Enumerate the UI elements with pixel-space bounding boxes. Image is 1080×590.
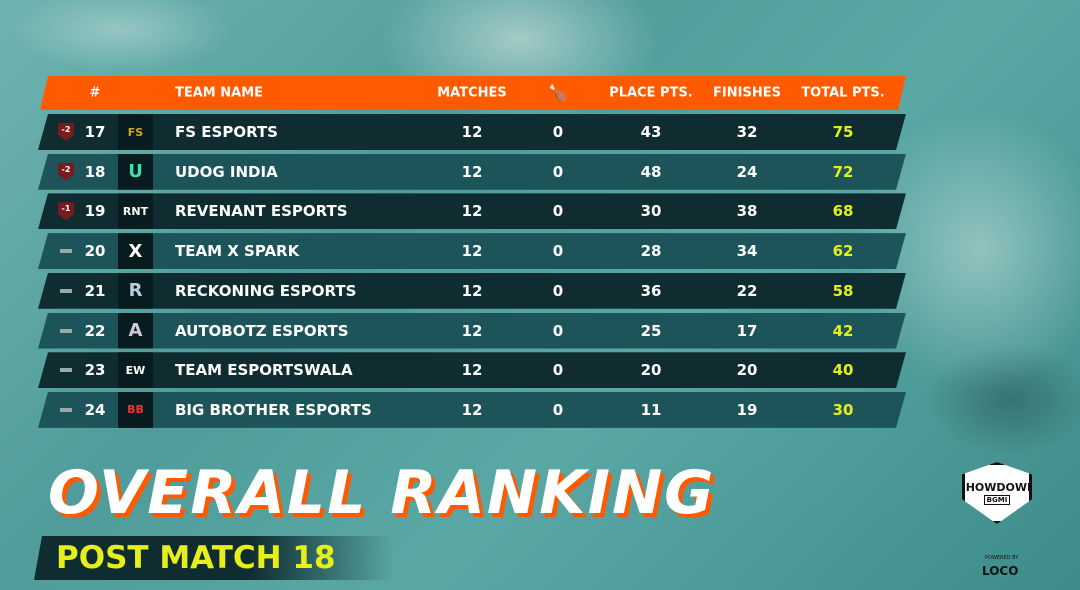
- finishes: 24: [736, 162, 758, 181]
- wins: 0: [552, 123, 564, 141]
- header-rank: #: [89, 85, 101, 101]
- finishes: 17: [736, 321, 758, 340]
- team-logo: FS: [118, 114, 153, 150]
- matches: 12: [461, 281, 483, 300]
- place-pts: 36: [640, 281, 662, 300]
- total-pts: 42: [832, 321, 854, 340]
- finishes: 32: [736, 123, 758, 141]
- table-row: -1 19 RNT REVENANT ESPORTS 12 0 30 38 68: [38, 193, 906, 229]
- loco-logo: LOCO: [982, 564, 1019, 578]
- matches: 12: [461, 321, 483, 340]
- wins: 0: [552, 400, 564, 419]
- header-team: TEAM NAME: [175, 85, 264, 101]
- table-header: # TEAM NAME MATCHES 🍗 PLACE PTS. FINISHE…: [40, 76, 906, 110]
- rank: 19: [84, 202, 106, 221]
- team-name: FS ESPORTS: [175, 123, 278, 141]
- no-change-icon: [60, 368, 72, 372]
- page-title: OVERALL RANKING: [48, 458, 716, 528]
- rank-change-badge: -2: [58, 123, 74, 141]
- total-pts: 30: [832, 400, 854, 419]
- no-change-icon: [60, 329, 72, 333]
- place-pts: 43: [640, 123, 662, 141]
- table-row: 24 BB BIG BROTHER ESPORTS 12 0 11 19 30: [38, 392, 906, 428]
- rank: 24: [84, 400, 106, 419]
- place-pts: 11: [640, 400, 662, 419]
- table-row: 22 A AUTOBOTZ ESPORTS 12 0 25 17 42: [38, 313, 906, 349]
- team-name: TEAM ESPORTSWALA: [175, 361, 353, 380]
- subtitle-band: [34, 536, 394, 580]
- total-pts: 40: [832, 361, 854, 380]
- matches: 12: [461, 361, 483, 380]
- team-name: AUTOBOTZ ESPORTS: [175, 321, 349, 340]
- wins: 0: [552, 202, 564, 221]
- finishes: 34: [736, 242, 758, 261]
- table-row: 20 X TEAM X SPARK 12 0 28 34 62: [38, 233, 906, 269]
- rank: 21: [84, 281, 106, 300]
- showdown-event-name: SHOWDOWN: [957, 480, 1037, 494]
- chicken-dinner-icon: 🍗: [548, 83, 568, 103]
- team-logo: R: [118, 273, 153, 309]
- total-pts: 68: [832, 202, 854, 221]
- team-logo: A: [118, 313, 153, 349]
- team-name: TEAM X SPARK: [175, 242, 300, 261]
- bgmi-game-label: BGMI: [983, 494, 1011, 505]
- rank: 17: [84, 123, 106, 141]
- total-pts: 72: [832, 162, 854, 181]
- wins: 0: [552, 361, 564, 380]
- team-logo: U: [118, 154, 153, 190]
- rank: 18: [84, 162, 106, 181]
- rank: 23: [84, 361, 106, 380]
- header-matches: MATCHES: [437, 85, 507, 101]
- no-change-icon: [60, 408, 72, 412]
- place-pts: 20: [640, 361, 662, 380]
- total-pts: 62: [832, 242, 854, 261]
- matches: 12: [461, 123, 483, 141]
- wins: 0: [552, 321, 564, 340]
- rank-change-badge: -1: [58, 202, 74, 220]
- team-name: UDOG INDIA: [175, 162, 278, 181]
- place-pts: 28: [640, 242, 662, 261]
- team-name: RECKONING ESPORTS: [175, 281, 357, 300]
- total-pts: 58: [832, 281, 854, 300]
- team-name: REVENANT ESPORTS: [175, 202, 348, 221]
- header-finishes: FINISHES: [713, 85, 781, 101]
- team-logo: RNT: [118, 193, 153, 229]
- team-name: BIG BROTHER ESPORTS: [175, 400, 372, 419]
- page-subtitle: POST MATCH 18: [56, 540, 336, 576]
- wins: 0: [552, 242, 564, 261]
- place-pts: 48: [640, 162, 662, 181]
- wins: 0: [552, 162, 564, 181]
- wins: 0: [552, 281, 564, 300]
- finishes: 38: [736, 202, 758, 221]
- header-total: TOTAL PTS.: [801, 85, 885, 101]
- table-row: -2 17 FS FS ESPORTS 12 0 43 32 75: [38, 114, 906, 150]
- finishes: 22: [736, 281, 758, 300]
- matches: 12: [461, 162, 483, 181]
- table-row: 23 EW TEAM ESPORTSWALA 12 0 20 20 40: [38, 352, 906, 388]
- team-logo: EW: [118, 352, 153, 388]
- team-logo: BB: [118, 392, 153, 428]
- matches: 12: [461, 242, 483, 261]
- powered-by-label: POWERED BY: [985, 555, 1019, 561]
- total-pts: 75: [832, 123, 854, 141]
- finishes: 20: [736, 361, 758, 380]
- place-pts: 30: [640, 202, 662, 221]
- matches: 12: [461, 400, 483, 419]
- table-row: 21 R RECKONING ESPORTS 12 0 36 22 58: [38, 273, 906, 309]
- place-pts: 25: [640, 321, 662, 340]
- team-logo: X: [118, 233, 153, 269]
- matches: 12: [461, 202, 483, 221]
- rank: 20: [84, 242, 106, 261]
- finishes: 19: [736, 400, 758, 419]
- header-place: PLACE PTS.: [609, 85, 693, 101]
- no-change-icon: [60, 289, 72, 293]
- rank: 22: [84, 321, 106, 340]
- no-change-icon: [60, 249, 72, 253]
- table-row: -2 18 U UDOG INDIA 12 0 48 24 72: [38, 154, 906, 190]
- rank-change-badge: -2: [58, 163, 74, 181]
